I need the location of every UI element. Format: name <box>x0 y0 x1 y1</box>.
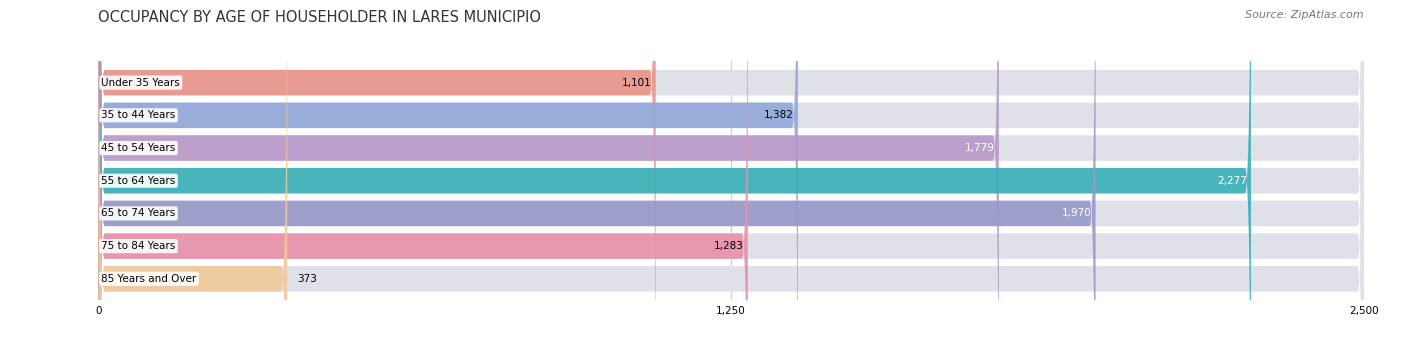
Text: OCCUPANCY BY AGE OF HOUSEHOLDER IN LARES MUNICIPIO: OCCUPANCY BY AGE OF HOUSEHOLDER IN LARES… <box>98 10 541 25</box>
Text: 2,277: 2,277 <box>1218 176 1247 186</box>
FancyBboxPatch shape <box>98 0 1364 341</box>
Text: 1,283: 1,283 <box>714 241 744 251</box>
Text: 75 to 84 Years: 75 to 84 Years <box>101 241 176 251</box>
FancyBboxPatch shape <box>98 0 748 341</box>
FancyBboxPatch shape <box>98 0 1251 341</box>
FancyBboxPatch shape <box>98 0 287 341</box>
FancyBboxPatch shape <box>98 0 1364 341</box>
FancyBboxPatch shape <box>98 0 998 341</box>
Text: 65 to 74 Years: 65 to 74 Years <box>101 208 176 219</box>
Text: 1,970: 1,970 <box>1062 208 1091 219</box>
FancyBboxPatch shape <box>98 0 1364 341</box>
FancyBboxPatch shape <box>98 0 1095 341</box>
FancyBboxPatch shape <box>98 0 655 341</box>
FancyBboxPatch shape <box>98 0 1364 341</box>
Text: 1,101: 1,101 <box>621 78 651 88</box>
Text: 373: 373 <box>297 274 318 284</box>
FancyBboxPatch shape <box>98 0 1364 341</box>
Text: 55 to 64 Years: 55 to 64 Years <box>101 176 176 186</box>
FancyBboxPatch shape <box>98 0 799 341</box>
Text: Source: ZipAtlas.com: Source: ZipAtlas.com <box>1246 10 1364 20</box>
Text: 35 to 44 Years: 35 to 44 Years <box>101 110 176 120</box>
Text: 85 Years and Over: 85 Years and Over <box>101 274 197 284</box>
Text: 1,382: 1,382 <box>763 110 794 120</box>
Text: 1,779: 1,779 <box>965 143 995 153</box>
FancyBboxPatch shape <box>98 0 1364 341</box>
Text: 45 to 54 Years: 45 to 54 Years <box>101 143 176 153</box>
FancyBboxPatch shape <box>98 0 1364 341</box>
Text: Under 35 Years: Under 35 Years <box>101 78 180 88</box>
